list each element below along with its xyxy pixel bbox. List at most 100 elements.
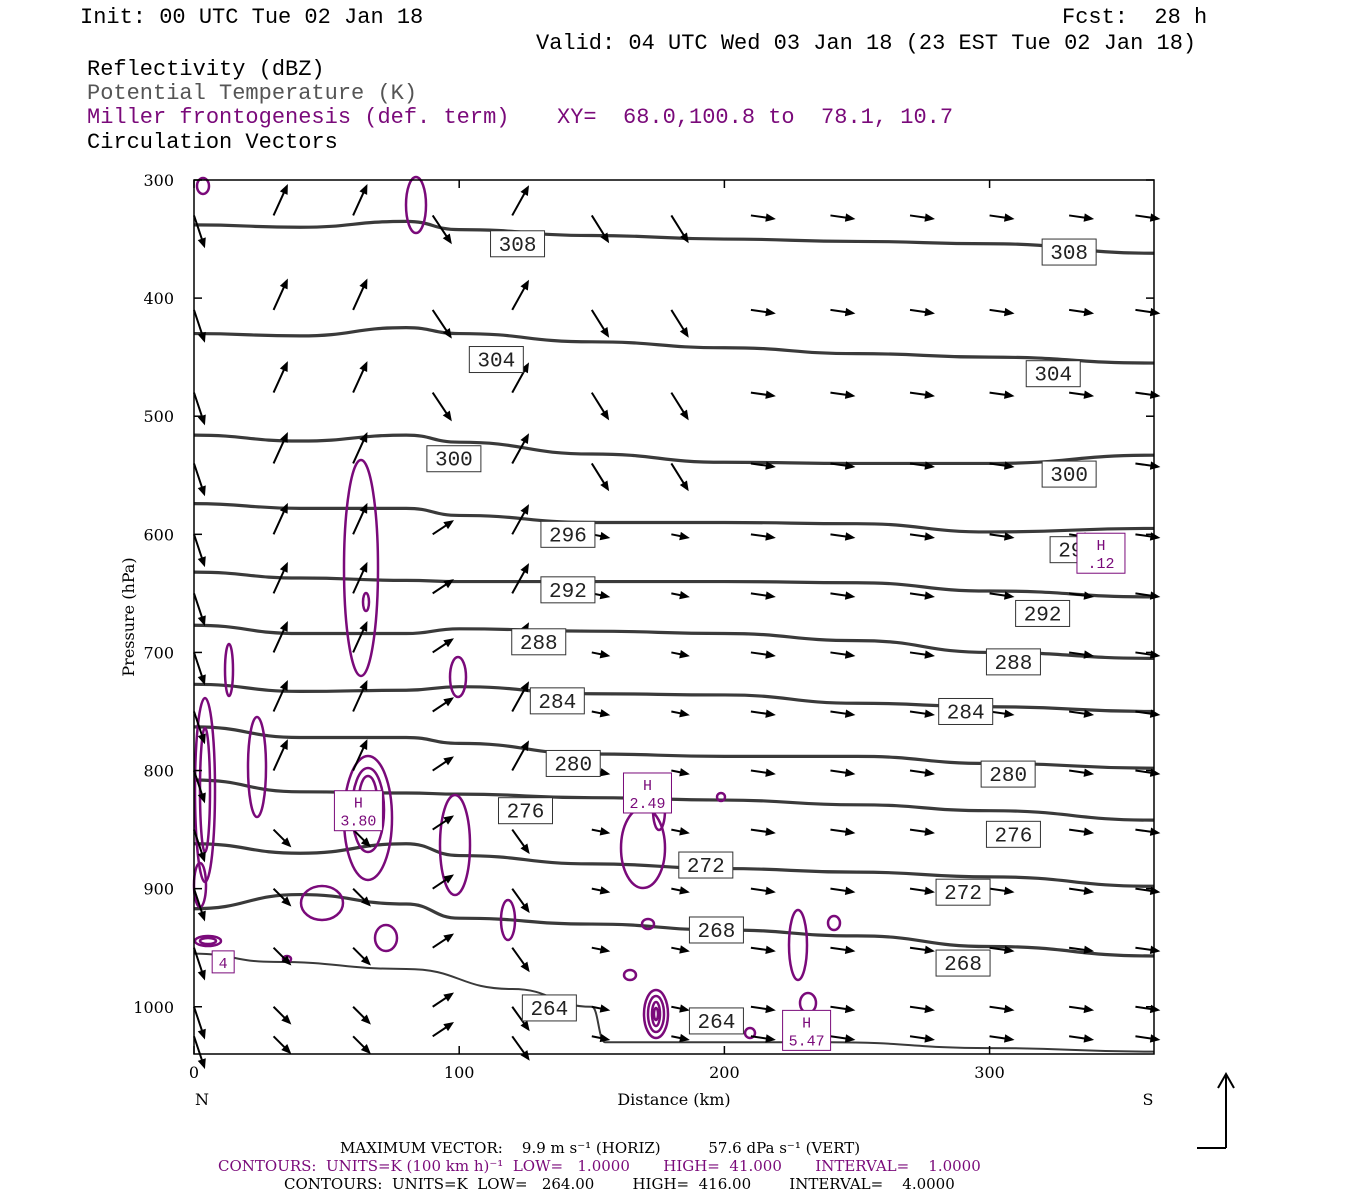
svg-text:272: 272 bbox=[687, 856, 725, 879]
fronto-contour bbox=[650, 1000, 662, 1028]
circulation-vector bbox=[830, 213, 856, 222]
fronto-contour bbox=[787, 908, 809, 982]
fronto-max-label: 4 bbox=[211, 950, 235, 974]
circulation-vector bbox=[352, 431, 368, 464]
circulation-vector bbox=[590, 309, 610, 338]
theta-label: 280 bbox=[545, 749, 601, 777]
circulation-vector bbox=[352, 561, 368, 594]
circulation-vector bbox=[432, 1022, 455, 1038]
circulation-vector bbox=[511, 185, 530, 216]
circulation-vector bbox=[750, 532, 776, 541]
svg-text:H: H bbox=[1096, 538, 1105, 555]
circulation-vector bbox=[671, 650, 690, 659]
fronto-contour bbox=[373, 923, 399, 953]
theta-contour-292 bbox=[193, 570, 1155, 599]
circulation-vector bbox=[909, 768, 935, 777]
circulation-vector bbox=[352, 502, 368, 535]
theta-label: 280 bbox=[980, 760, 1036, 788]
theta-contour-296 bbox=[193, 502, 1155, 534]
circulation-vector bbox=[989, 213, 1015, 222]
circulation-vector bbox=[591, 886, 611, 895]
svg-text:292: 292 bbox=[1024, 604, 1062, 627]
circulation-vector bbox=[272, 946, 292, 966]
y-tick-label: 900 bbox=[143, 880, 174, 899]
theta-label: 308 bbox=[490, 230, 546, 258]
svg-text:304: 304 bbox=[477, 351, 515, 374]
circulation-vector bbox=[830, 1034, 856, 1043]
fronto-max-label: H3.80 bbox=[333, 790, 383, 832]
circulation-vector bbox=[511, 1035, 530, 1061]
circulation-vector bbox=[750, 709, 776, 718]
svg-text:280: 280 bbox=[989, 765, 1027, 788]
circulation-vector bbox=[193, 652, 206, 686]
circulation-vector bbox=[750, 1004, 776, 1014]
circulation-vector bbox=[272, 431, 288, 464]
circulation-vector bbox=[750, 886, 776, 895]
circulation-vector bbox=[909, 390, 935, 399]
fronto-max-label: H2.49 bbox=[622, 772, 672, 814]
fronto-contour bbox=[642, 988, 670, 1040]
circulation-vector bbox=[352, 887, 371, 907]
circulation-vector bbox=[591, 1004, 611, 1013]
circulation-vector bbox=[1068, 650, 1095, 659]
circulation-vector bbox=[830, 390, 856, 399]
circulation-vector bbox=[591, 650, 611, 659]
circulation-vector bbox=[989, 945, 1015, 955]
circulation-vector bbox=[750, 945, 776, 955]
svg-text:300: 300 bbox=[1050, 465, 1088, 488]
circulation-vector bbox=[1068, 768, 1095, 777]
circulation-vector bbox=[989, 532, 1015, 541]
circulation-vector bbox=[830, 709, 856, 718]
svg-text:264: 264 bbox=[698, 1012, 736, 1035]
x-axis: 0 100 200 300 bbox=[189, 180, 1005, 1082]
circulation-vector bbox=[432, 992, 455, 1008]
svg-text:288: 288 bbox=[520, 633, 558, 656]
circulation-vector bbox=[670, 392, 689, 421]
circulation-vector bbox=[272, 183, 288, 216]
circulation-vector bbox=[750, 307, 776, 317]
circulation-vector bbox=[909, 827, 935, 836]
y-tick-label: 400 bbox=[143, 289, 174, 308]
theta-label: 272 bbox=[935, 878, 991, 906]
fronto-contour bbox=[223, 642, 235, 698]
circulation-vector bbox=[671, 1033, 690, 1043]
circulation-vector bbox=[352, 680, 368, 712]
circulation-vector bbox=[830, 1004, 856, 1014]
fronto-contour bbox=[652, 1006, 660, 1022]
circulation-vector bbox=[432, 520, 455, 536]
x-tick-label: 200 bbox=[709, 1063, 740, 1082]
circulation-vector bbox=[830, 532, 856, 541]
legend-circulation-vectors: Circulation Vectors bbox=[87, 130, 338, 155]
fronto-contour bbox=[193, 934, 223, 948]
circulation-vector bbox=[193, 888, 206, 922]
fronto-max-label: H.12 bbox=[1076, 532, 1126, 574]
svg-text:304: 304 bbox=[1034, 365, 1072, 388]
y-tick-label: 300 bbox=[143, 171, 174, 190]
circulation-vector bbox=[830, 945, 856, 955]
circulation-vector bbox=[432, 638, 455, 654]
circulation-vector bbox=[511, 563, 530, 594]
circulation-vector bbox=[909, 307, 935, 317]
theta-contour-284 bbox=[193, 682, 1155, 714]
circulation-vector bbox=[352, 620, 368, 653]
theta-label: 292 bbox=[1015, 599, 1071, 627]
circulation-vector bbox=[989, 709, 1015, 718]
theta-label: 300 bbox=[426, 445, 482, 473]
circulation-vector bbox=[909, 591, 935, 600]
circulation-vector bbox=[830, 827, 856, 836]
theta-contour-300 bbox=[193, 433, 1155, 466]
circulation-vector bbox=[989, 1034, 1015, 1043]
circulation-vector bbox=[671, 827, 690, 836]
circulation-vector bbox=[193, 309, 206, 343]
circulation-vector bbox=[431, 214, 452, 245]
circulation-vector bbox=[671, 945, 690, 954]
theta-label: 272 bbox=[678, 851, 734, 879]
fronto-contour bbox=[622, 968, 638, 982]
circulation-vector bbox=[671, 768, 690, 777]
circulation-vector bbox=[193, 593, 206, 627]
circulation-vector bbox=[272, 680, 288, 712]
circulation-vector bbox=[432, 697, 455, 713]
circulation-vector bbox=[272, 502, 288, 535]
y-tick-label: 500 bbox=[143, 407, 174, 426]
theta-label: 284 bbox=[938, 697, 994, 725]
